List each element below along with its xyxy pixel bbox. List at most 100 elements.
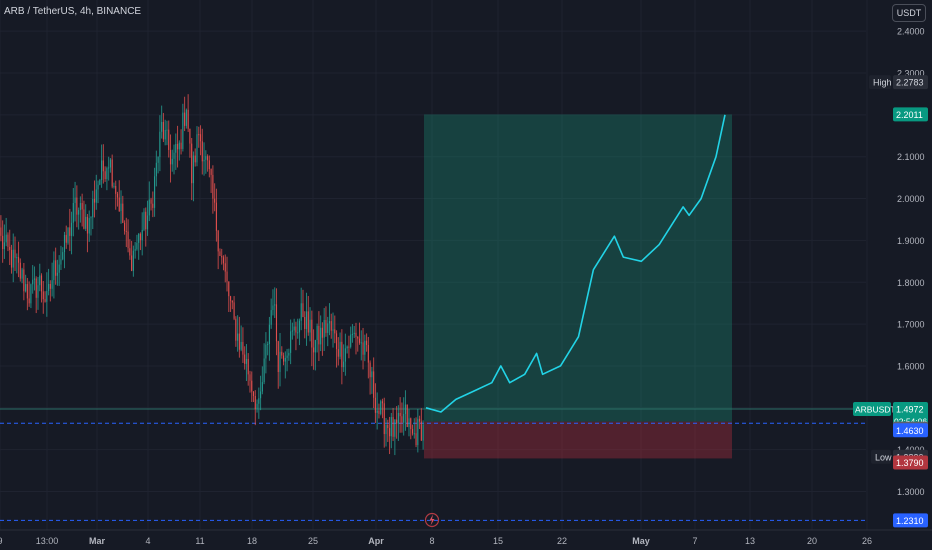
candle: [56, 259, 58, 286]
candle: [180, 129, 182, 155]
candle-body: [325, 319, 327, 333]
candle: [305, 292, 308, 346]
candle-body: [373, 371, 375, 398]
lower-value-text: 1.2310: [896, 516, 924, 526]
candle-body: [247, 358, 249, 375]
candle-body: [53, 260, 55, 281]
candle-body: [281, 351, 283, 356]
candle-body: [228, 281, 230, 297]
stop-value-text: 1.3790: [896, 458, 924, 468]
candle-body: [148, 199, 150, 216]
candle-body: [32, 279, 34, 285]
candle-body: [2, 235, 4, 250]
candle: [417, 408, 419, 453]
candle: [411, 424, 414, 436]
candle-body: [277, 341, 279, 372]
candle-body: [39, 275, 41, 286]
candle: [217, 229, 219, 270]
high-label: High: [873, 78, 892, 88]
candle-body: [295, 326, 297, 333]
candle: [238, 316, 240, 358]
candle-body: [65, 234, 67, 243]
candle: [141, 212, 143, 256]
candle-body: [388, 428, 391, 437]
candle-body: [143, 211, 145, 230]
candle-body: [422, 424, 424, 441]
candle: [304, 311, 306, 339]
candle: [78, 207, 80, 230]
candle-body: [9, 246, 11, 250]
candle-body: [19, 262, 21, 279]
candle-body: [93, 198, 96, 203]
candle: [143, 208, 145, 232]
candle: [422, 420, 424, 450]
candle: [226, 256, 228, 292]
candle: [30, 283, 32, 309]
candle-body: [286, 355, 288, 358]
candle: [106, 166, 108, 191]
candle-body: [152, 203, 154, 208]
time-axis[interactable]: 9 13:00 Mar 4 11 18 25 Apr 8 15 22 May 7 13 20 26: [0, 529, 932, 546]
candle: [16, 253, 18, 274]
candle: [191, 137, 193, 201]
candle: [337, 337, 339, 366]
candle-body: [60, 259, 62, 265]
candle-body: [357, 336, 359, 339]
candle: [2, 220, 4, 263]
candle: [169, 134, 172, 183]
candle-body: [199, 134, 202, 142]
candle: [242, 327, 244, 363]
candle-body: [99, 180, 101, 185]
candle-body: [161, 121, 163, 132]
candle: [390, 412, 392, 449]
candle-body: [366, 340, 368, 345]
y-tick-label: 1.3000: [897, 487, 925, 497]
candle: [42, 281, 44, 314]
candle-body: [83, 209, 85, 229]
candle-body: [316, 325, 318, 341]
candle-body: [207, 156, 209, 161]
candle: [37, 276, 39, 310]
candle: [235, 316, 237, 347]
candle-body: [364, 340, 366, 355]
candle-body: [270, 310, 272, 325]
candle-body: [265, 344, 267, 359]
candle: [265, 332, 267, 374]
candle-body: [282, 355, 285, 362]
candle-body: [245, 358, 248, 364]
candle: [208, 155, 210, 178]
candle: [263, 343, 265, 385]
currency-button[interactable]: USDT: [892, 4, 926, 22]
candle-body: [328, 321, 331, 324]
candle-body: [104, 171, 106, 180]
candle-body: [21, 269, 23, 279]
candle-body: [125, 230, 127, 232]
candle-body: [51, 280, 53, 289]
candle: [90, 216, 92, 236]
candle-body: [46, 290, 48, 302]
candle-body: [355, 332, 357, 337]
lower-value-bg: [893, 513, 928, 528]
candle-body: [79, 203, 81, 211]
low-label-bg: [871, 449, 891, 464]
candle: [148, 181, 150, 222]
candle-body: [237, 333, 239, 341]
candle-body: [88, 218, 90, 234]
candle-body: [399, 412, 401, 417]
candle: [376, 392, 378, 430]
candle-body: [341, 341, 343, 368]
candle: [403, 397, 405, 436]
candle-body: [56, 272, 58, 276]
projection-line: [425, 114, 726, 413]
candle: [311, 310, 313, 367]
candle: [318, 311, 320, 362]
candle: [67, 227, 69, 245]
x-tick-label: Mar: [89, 536, 106, 546]
candle: [26, 277, 28, 311]
candle-body: [67, 227, 69, 243]
lightning-icon[interactable]: [424, 512, 440, 528]
candle-body: [138, 233, 140, 243]
candle: [33, 266, 36, 291]
candle-body: [369, 362, 371, 378]
